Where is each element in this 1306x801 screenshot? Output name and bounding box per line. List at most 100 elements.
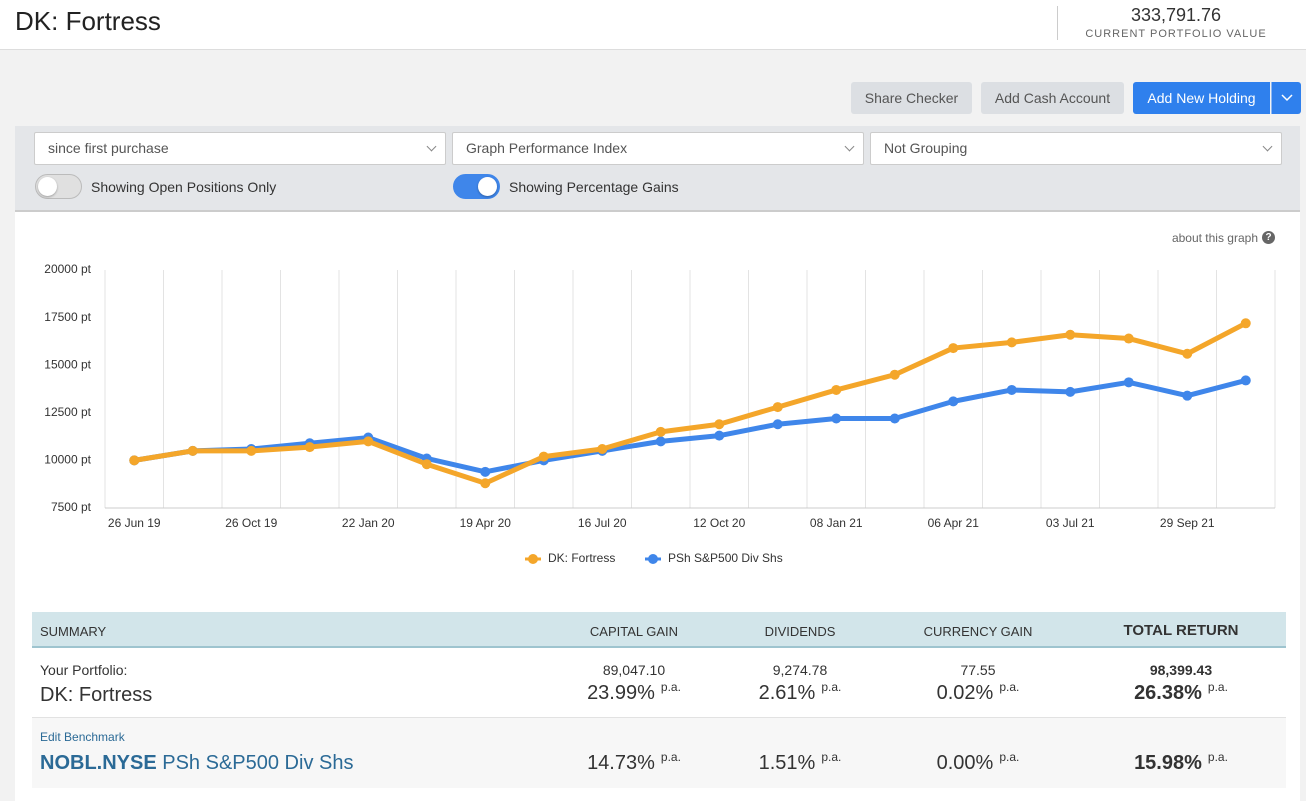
legend-marker [528,554,538,564]
data-point [187,445,198,456]
summary-table: SUMMARY CAPITAL GAIN DIVIDENDS CURRENCY … [32,612,1286,788]
benchmark-row: Edit Benchmark NOBL.NYSE PSh S&P500 Div … [32,718,1286,788]
amount: 89,047.10 [602,662,666,678]
rate-cell: 1.51% p.a. [710,750,890,775]
per-annum: p.a. [821,680,842,694]
data-point [1065,386,1076,397]
rate-cell: 2.61% p.a. [710,680,890,705]
per-annum: p.a. [660,680,681,694]
graph-type-select[interactable]: Graph Performance Index [452,132,864,165]
column-header: SUMMARY [40,624,107,639]
column-header: CURRENCY GAIN [923,624,1033,639]
data-point [597,443,608,454]
data-point [1006,337,1017,348]
per-annum: p.a. [1207,680,1228,694]
rate-cell: 0.00% p.a. [888,750,1068,775]
rate: 14.73% [587,752,655,774]
legend-marker [648,554,658,564]
y-tick-label: 17500 pt [44,310,91,324]
toggle-label: Showing Percentage Gains [509,179,679,195]
rate-cell: 15.98% p.a. [1091,750,1271,775]
y-tick-label: 10000 pt [44,453,91,467]
rate-cell: 23.99% p.a. [544,680,724,705]
edit-benchmark-link[interactable]: Edit Benchmark [40,730,125,744]
data-point [714,430,725,441]
portfolio-value-label: CURRENT PORTFOLIO VALUE [1085,28,1267,40]
amount: 77.55 [960,662,996,678]
graph-help-link[interactable]: about this graph [1171,231,1258,245]
rate-cell: 14.73% p.a. [544,750,724,775]
per-annum: p.a. [1207,750,1228,764]
data-point [655,436,666,447]
rate: 1.51% [758,752,816,774]
column-header: CAPITAL GAIN [589,624,679,639]
data-point [1182,348,1193,359]
data-point [889,413,900,424]
x-tick-label: 26 Oct 19 [225,516,277,530]
help-icon[interactable]: ? [1262,231,1275,244]
legend-label: PSh S&P500 Div Shs [668,551,783,565]
rate-cell: 26.38% p.a. [1091,680,1271,705]
period-select[interactable]: since first purchase [34,132,446,165]
data-point [1182,390,1193,401]
rate: 2.61% [758,682,816,704]
data-point [1006,384,1017,395]
data-point [831,413,842,424]
divider [1057,6,1058,40]
data-point [304,442,315,453]
data-point [772,402,783,413]
percentage-gains-toggle[interactable] [453,174,500,199]
row-label: Your Portfolio: [40,662,128,678]
chart: 7500 pt 10000 pt 12500 pt 15000 pt 17500 pt 2… [44,262,1276,565]
data-point [772,419,783,430]
x-tick-label: 08 Jan 21 [810,516,863,530]
rate: 0.02% [936,682,994,704]
data-point [246,445,257,456]
x-tick-label: 29 Sep 21 [1160,516,1215,530]
amount: 9,274.78 [772,662,828,678]
add-cash-account-button[interactable]: Add Cash Account [981,82,1124,114]
rate: 0.00% [936,752,994,774]
dropdown-button[interactable] [1271,82,1301,114]
y-tick-label: 20000 pt [44,262,91,276]
x-tick-label: 12 Oct 20 [693,516,745,530]
summary-header: SUMMARY CAPITAL GAIN DIVIDENDS CURRENCY … [32,612,1286,648]
per-annum: p.a. [660,750,681,764]
data-point [421,459,432,470]
rate: 23.99% [587,682,655,704]
x-tick-label: 26 Jun 19 [108,516,161,530]
benchmark-name-link[interactable]: PSh S&P500 Div Shs [162,752,354,774]
open-positions-toggle[interactable] [35,174,82,199]
header: DK: Fortress 333,791.76 CURRENT PORTFOLI… [0,0,1306,50]
column-header: TOTAL RETURN [1123,622,1239,639]
add-new-holding-button[interactable]: Add New Holding [1133,82,1270,114]
data-point [655,426,666,437]
data-point [480,466,491,477]
data-point [538,451,549,462]
data-point [1240,318,1251,329]
portfolio-title: DK: Fortress [15,6,161,36]
portfolio-value: 333,791.76 [1130,5,1222,25]
y-tick-label: 15000 pt [44,357,91,371]
column-header: DIVIDENDS [764,624,836,639]
x-tick-label: 19 Apr 20 [460,516,512,530]
x-tick-label: 03 Jul 21 [1046,516,1095,530]
per-annum: p.a. [821,750,842,764]
series-line [133,321,1247,486]
data-point [129,455,140,466]
data-point [1123,377,1134,388]
benchmark-code-link[interactable]: NOBL.NYSE [40,752,157,774]
grouping-select[interactable]: Not Grouping [870,132,1282,165]
share-checker-button[interactable]: Share Checker [851,82,972,114]
legend-label: DK: Fortress [548,551,615,565]
data-point [889,369,900,380]
toggle-label: Showing Open Positions Only [91,179,277,195]
data-point [1240,375,1251,386]
data-point [480,478,491,489]
y-tick-label: 12500 pt [44,405,91,419]
data-point [831,384,842,395]
data-point [714,419,725,430]
amount: 98,399.43 [1149,662,1213,678]
series-line [133,378,1247,475]
data-point [1065,329,1076,340]
